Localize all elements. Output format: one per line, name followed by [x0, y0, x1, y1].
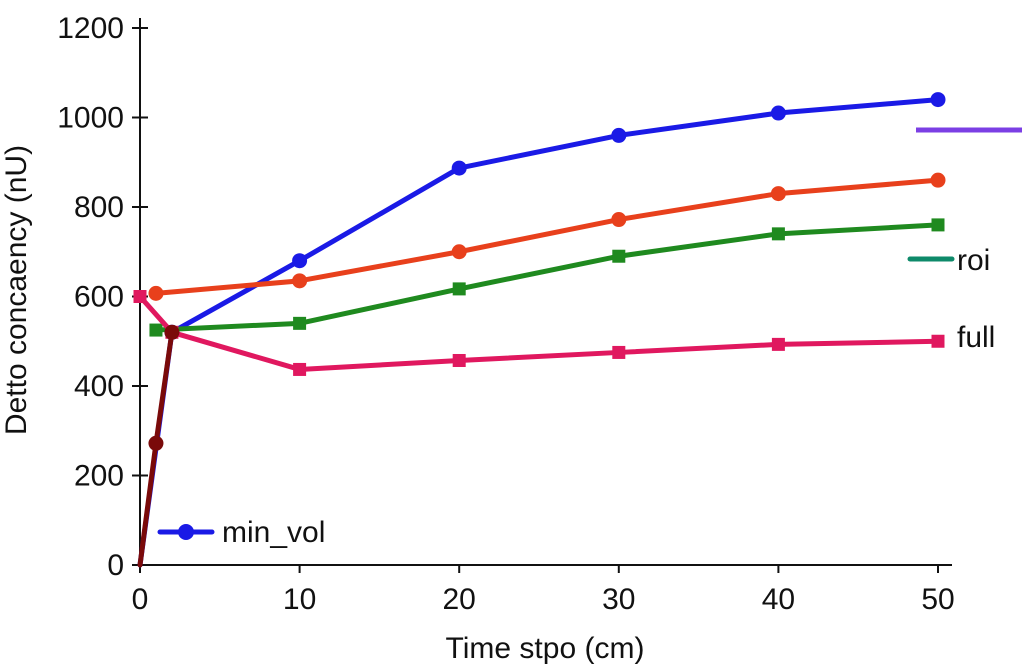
data-point — [770, 105, 786, 121]
series-full — [133, 290, 945, 376]
y-tick-label: 200 — [74, 460, 124, 493]
x-tick-label: 10 — [283, 583, 316, 616]
series-line — [137, 294, 941, 372]
x-tick-label: 30 — [602, 583, 635, 616]
legend-label-full: full — [957, 321, 995, 354]
series-layer — [133, 92, 946, 568]
data-point — [611, 127, 627, 143]
data-point — [148, 285, 164, 301]
data-point — [148, 435, 164, 451]
series-line — [153, 222, 941, 333]
legend-label: roi — [957, 244, 990, 277]
data-point — [292, 253, 308, 269]
legend-item-roi: roi — [907, 244, 990, 277]
y-tick-label: 1000 — [57, 102, 124, 135]
data-point — [931, 334, 945, 348]
x-tick-label: 0 — [132, 583, 149, 616]
data-point — [771, 337, 785, 351]
x-tick-label: 40 — [762, 583, 795, 616]
y-axis-title: Detto concaency (nU) — [0, 145, 33, 435]
series-min_vol — [137, 92, 946, 568]
legend-marker — [178, 524, 194, 540]
y-tick-label: 1200 — [57, 12, 124, 45]
data-point — [293, 362, 307, 376]
data-point — [612, 249, 626, 263]
series-line — [137, 97, 941, 568]
data-point — [930, 92, 946, 108]
legend: min_vol roi full — [157, 127, 1022, 549]
data-point — [930, 172, 946, 188]
data-point — [770, 186, 786, 202]
series-unnamed-4 — [137, 324, 180, 568]
data-point — [164, 324, 180, 340]
data-point — [133, 290, 147, 303]
data-point — [149, 323, 163, 337]
series-line — [153, 177, 941, 296]
data-point — [451, 160, 467, 176]
y-tick-label: 800 — [74, 191, 124, 224]
series-unnamed-2 — [149, 218, 945, 337]
axes: 0 200 400 600 800 1000 1200 0 10 20 30 40 50 — [57, 12, 954, 616]
y-tick-label: 600 — [74, 281, 124, 314]
data-point — [451, 244, 467, 260]
data-point — [452, 282, 466, 296]
x-tick-label: 20 — [443, 583, 476, 616]
data-point — [293, 316, 307, 330]
legend-item-min-vol: min_vol — [157, 516, 325, 549]
y-tick-label: 0 — [107, 549, 124, 582]
x-tick-label: 50 — [921, 583, 954, 616]
data-point — [611, 212, 627, 228]
data-point — [612, 345, 626, 359]
x-axis-title: Time stpo (cm) — [446, 632, 645, 665]
data-point — [292, 273, 308, 289]
y-tick-label: 400 — [74, 370, 124, 403]
data-point — [452, 353, 466, 367]
legend-label: min_vol — [222, 516, 325, 549]
data-point — [771, 227, 785, 241]
data-point — [931, 218, 945, 232]
series-unnamed-1 — [148, 172, 946, 301]
